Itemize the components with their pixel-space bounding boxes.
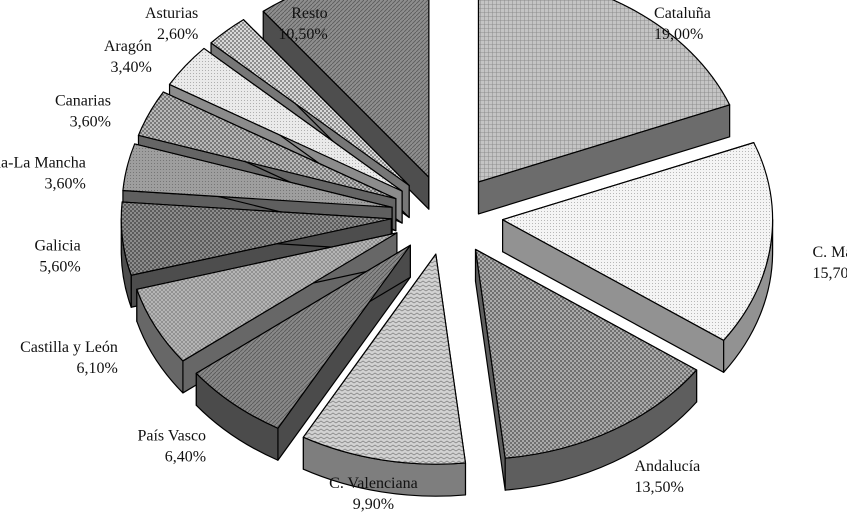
pie-slice xyxy=(262,0,430,210)
pie-slices xyxy=(120,0,774,497)
slice-label: Asturias xyxy=(145,5,198,22)
pie-slice xyxy=(477,0,731,215)
slice-label: C. Madrid xyxy=(812,244,847,261)
slice-value-label: 2,60% xyxy=(157,26,198,43)
slice-label: Castilla-La Mancha xyxy=(0,155,86,172)
pie-slice xyxy=(302,253,467,497)
slice-label: País Vasco xyxy=(137,428,206,445)
slice-value-label: 3,60% xyxy=(45,176,86,193)
slice-value-label: 6,40% xyxy=(165,449,206,466)
slice-value-label: 9,90% xyxy=(353,496,394,513)
pie-slice xyxy=(474,248,698,491)
slice-value-label: 6,10% xyxy=(77,360,118,377)
slice-label: Canarias xyxy=(55,93,111,110)
slice-value-label: 19,00% xyxy=(654,26,703,43)
slice-label: Castilla y León xyxy=(20,339,118,356)
slice-value-label: 3,40% xyxy=(110,59,151,76)
slice-label: Andalucía xyxy=(634,458,700,475)
pie-slice xyxy=(195,244,411,461)
pie-labels: Cataluña 19,00% C. Madrid 15,70% Andalucía 13… xyxy=(0,5,847,513)
pie-slice xyxy=(122,143,393,240)
slice-label: Cataluña xyxy=(654,5,711,22)
slice-value-label: 3,60% xyxy=(70,114,111,131)
pie-slice xyxy=(502,142,774,373)
slice-value-label: 10,50% xyxy=(278,26,327,43)
slice-value-label: 5,60% xyxy=(39,259,80,276)
slice-value-label: 13,50% xyxy=(634,479,683,496)
slice-label: Resto xyxy=(291,5,327,22)
slice-label: C. Valenciana xyxy=(329,475,418,492)
slice-label: Galicia xyxy=(34,238,80,255)
slice-label: Aragón xyxy=(104,38,152,55)
slice-value-label: 15,70% xyxy=(812,265,847,282)
